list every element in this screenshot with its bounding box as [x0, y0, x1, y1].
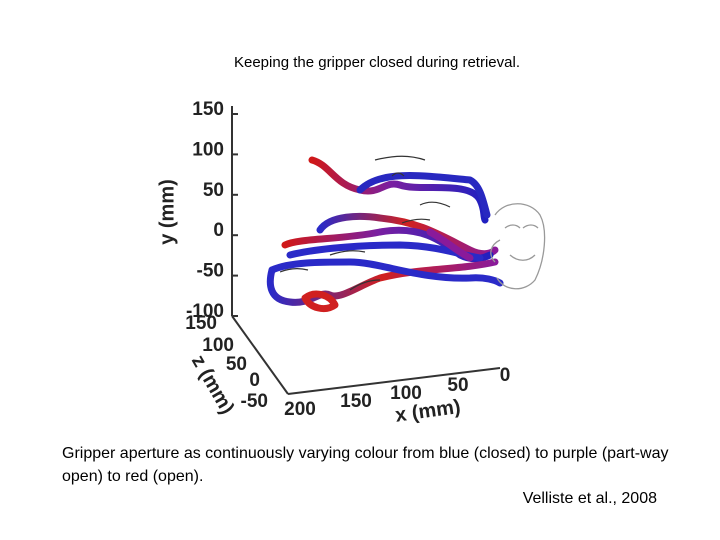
y-tick-label: 50 [203, 180, 224, 201]
trajectories [266, 156, 504, 312]
y-tick-label: 100 [192, 139, 224, 160]
arrows [279, 155, 451, 291]
slide-title: Keeping the gripper closed during retrie… [234, 54, 520, 71]
y-tick-label: -50 [197, 261, 224, 282]
x-tick-label: 150 [340, 391, 372, 412]
z-tick-label: -50 [241, 391, 268, 412]
x-tick-label: 0 [500, 365, 511, 386]
z-tick-label: 100 [202, 335, 234, 356]
x-tick-label: 200 [284, 399, 316, 420]
y-tick-label: 0 [213, 220, 224, 241]
citation: Velliste et al., 2008 [522, 490, 657, 507]
monkey-sketch [490, 203, 546, 290]
axes [231, 106, 501, 395]
z-tick-label: 0 [249, 370, 260, 391]
x-tick-label: 50 [447, 375, 468, 396]
caption: Gripper aperture as continuously varying… [62, 445, 669, 485]
y-tick-label: -100 [186, 301, 224, 322]
x-tick-label: 100 [390, 383, 422, 404]
y-axis-label: y (mm) [156, 179, 178, 245]
z-tick-label: 150 [185, 313, 217, 334]
z-tick-label: 50 [226, 354, 247, 375]
y-tick-label: 150 [192, 99, 224, 120]
